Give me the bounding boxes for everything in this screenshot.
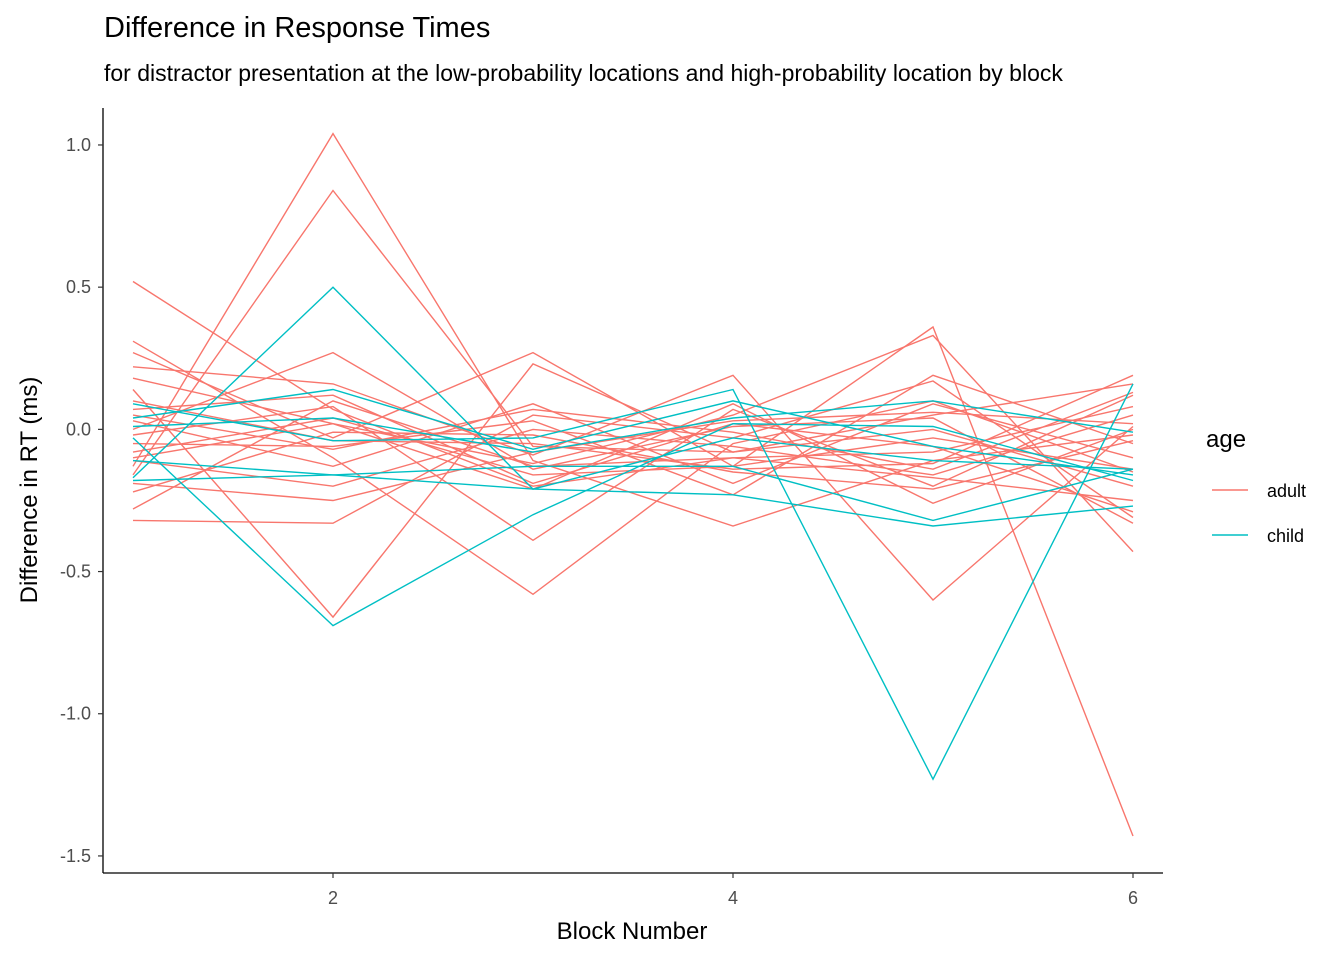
series-line-child-23 [132,286,1134,490]
x-tick-label: 4 [728,888,738,908]
series-line-child-26 [132,459,1134,527]
legend: age adult child [1206,426,1306,546]
series-line-child-25 [132,422,1134,627]
legend-label-child: child [1267,526,1304,546]
x-axis-ticks: 2 4 6 [328,873,1138,908]
y-axis-ticks: 1.0 0.5 0.0 -0.5 -1.0 -1.5 [60,135,103,866]
series-line-adult-4 [132,366,1134,601]
y-tick-label: 0.0 [66,419,91,439]
series-line-adult-9 [132,403,1134,485]
y-tick-label: -1.5 [60,846,91,866]
x-axis-title: Block Number [557,918,708,945]
series-line-adult-22 [132,391,1134,470]
series-line-adult-11 [132,394,1134,542]
series-line-adult-17 [132,411,1134,502]
series-layer [132,132,1134,837]
series-line-adult-21 [132,403,1134,505]
series-line-child-27 [132,383,1134,781]
series-line-adult-15 [132,132,1134,527]
series-line-child-29 [132,400,1134,453]
y-tick-label: -1.0 [60,704,91,724]
y-axis-title: Difference in RT (ms) [16,377,43,604]
series-line-adult-16 [132,189,1134,487]
y-tick-label: 0.5 [66,277,91,297]
legend-label-adult: adult [1267,481,1306,501]
series-line-child-28 [132,465,1134,522]
chart-subtitle: for distractor presentation at the low-p… [104,60,1063,86]
series-line-child-24 [132,388,1134,476]
x-tick-label: 6 [1128,888,1138,908]
chart-title: Difference in Response Times [104,12,491,44]
y-tick-label: -0.5 [60,562,91,582]
series-line-adult-6 [132,363,1134,619]
legend-title: age [1206,426,1246,453]
x-tick-label: 2 [328,888,338,908]
series-line-adult-12 [132,374,1134,496]
series-line-adult-5 [132,334,1134,553]
series-line-adult-20 [132,380,1134,524]
series-line-adult-3 [132,325,1134,837]
series-line-adult-14 [132,414,1134,487]
series-line-adult-1 [132,280,1134,502]
series-line-adult-13 [132,417,1134,476]
series-line-adult-18 [132,431,1134,493]
y-tick-label: 1.0 [66,135,91,155]
